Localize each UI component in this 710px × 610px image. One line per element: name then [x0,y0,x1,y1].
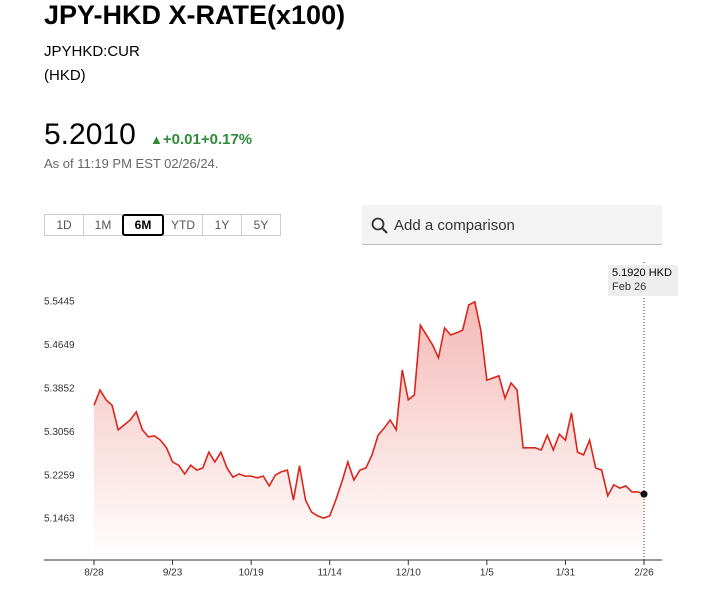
range-button[interactable]: 6M [122,214,164,236]
tooltip-date: Feb 26 [612,281,646,293]
range-buttons: 1D 1M 6M YTD 1Y 5Y [44,214,281,236]
x-tick-label: 8/28 [84,568,104,579]
as-of: As of 11:19 PM EST 02/26/24. [44,156,219,171]
change: ▲+0.01+0.17% [150,131,253,148]
comparison-search[interactable]: Add a comparison [362,205,662,245]
tooltip-box [608,265,678,296]
area [94,301,644,560]
x-tick-label: 1/31 [556,568,576,579]
search-placeholder: Add a comparison [394,217,515,234]
y-tick-label: 5.3852 [44,383,75,394]
last-point [640,490,648,498]
x-tick-label: 12/10 [396,568,421,579]
range-button[interactable]: 5Y [241,214,281,236]
title: JPY-HKD X-RATE(x100) [44,0,346,30]
y-tick-label: 5.5445 [44,297,75,308]
y-tick-label: 5.2259 [44,470,75,481]
change-pct: +0.17% [200,131,253,148]
currency: (HKD) [44,67,86,84]
y-tick-label: 5.3056 [44,427,75,438]
change-abs: +0.01 [162,131,201,148]
x-tick-label: 1/5 [480,568,494,579]
x-tick-label: 2/26 [634,568,654,579]
y-tick-label: 5.1463 [44,514,75,525]
line [93,300,645,519]
x-tick-label: 9/23 [163,568,183,579]
x-tick-label: 10/19 [239,568,264,579]
search-icon [371,217,388,234]
price: 5.2010 [44,118,136,151]
y-tick-label: 5.4649 [44,340,75,351]
x-tick-label: 11/14 [318,568,343,579]
ticker: JPYHKD:CUR [44,43,140,60]
tooltip-value: 5.1920 HKD [612,267,672,279]
